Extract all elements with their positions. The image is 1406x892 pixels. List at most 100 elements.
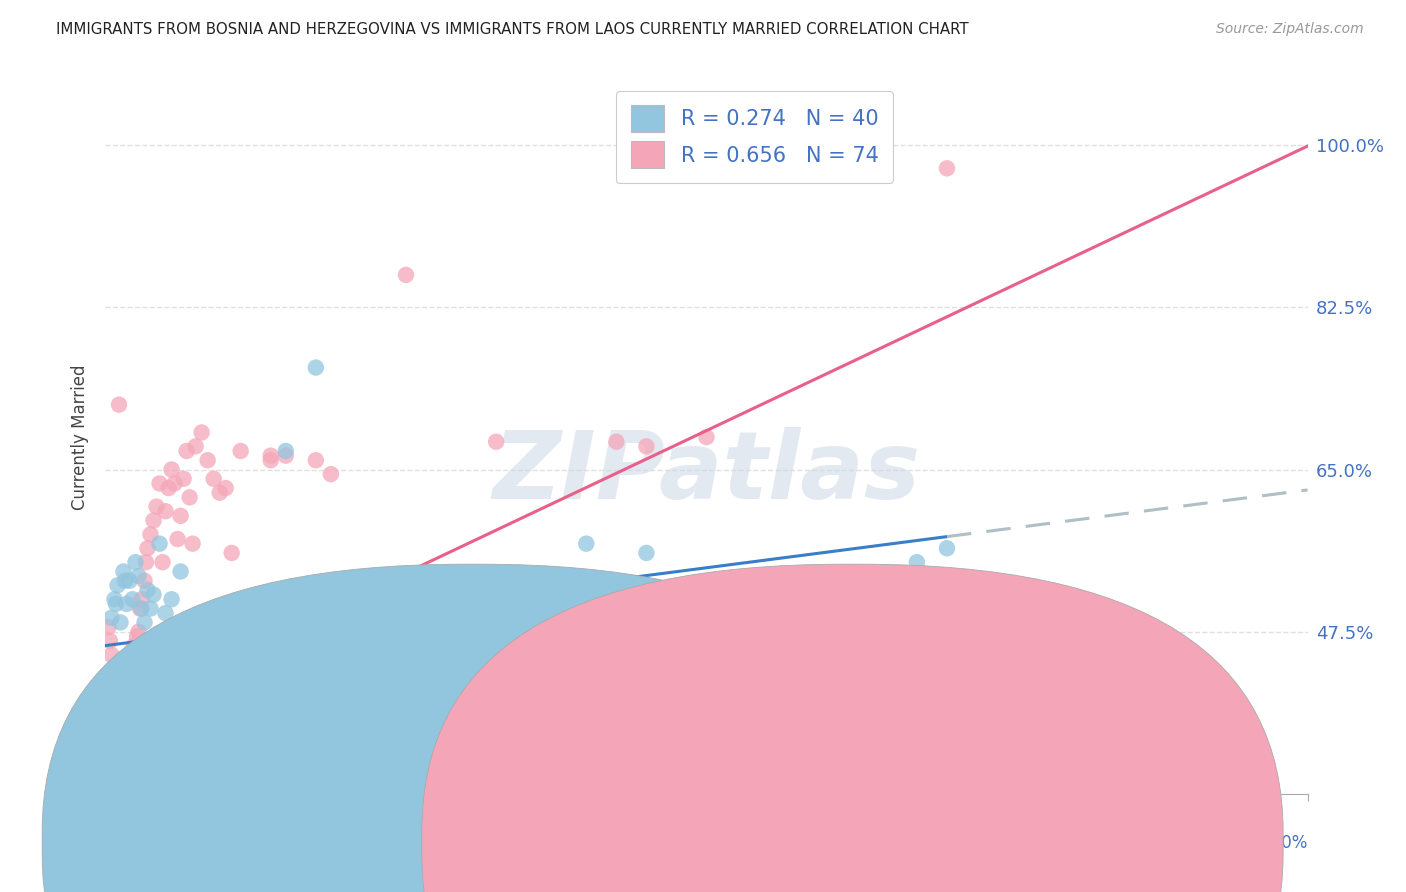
Point	[260, 453, 283, 467]
Point	[260, 449, 283, 463]
Point	[305, 360, 328, 375]
Point	[107, 685, 129, 699]
Point	[118, 574, 141, 588]
Y-axis label: Currently Married: Currently Married	[72, 364, 90, 510]
Point	[202, 472, 225, 486]
Point	[157, 481, 180, 495]
Text: IMMIGRANTS FROM BOSNIA AND HERZEGOVINA VS IMMIGRANTS FROM LAOS CURRENTLY MARRIED: IMMIGRANTS FROM BOSNIA AND HERZEGOVINA V…	[56, 22, 969, 37]
Point	[665, 615, 688, 630]
Point	[155, 606, 177, 620]
Point	[876, 717, 898, 731]
Point	[696, 430, 718, 444]
Point	[115, 597, 138, 611]
Point	[245, 624, 267, 639]
Point	[335, 620, 357, 634]
Point	[696, 624, 718, 639]
Point	[128, 624, 150, 639]
Point	[605, 434, 627, 449]
Point	[274, 444, 297, 458]
Point	[97, 620, 120, 634]
Point	[129, 601, 152, 615]
Point	[111, 708, 134, 723]
Point	[485, 434, 508, 449]
Point	[142, 514, 165, 528]
Point	[350, 620, 373, 634]
Point	[181, 536, 204, 550]
Point	[134, 615, 156, 630]
Point	[190, 662, 212, 676]
Point	[166, 532, 188, 546]
Point	[128, 569, 150, 583]
Point	[335, 624, 357, 639]
Point	[173, 472, 195, 486]
Point	[101, 666, 124, 681]
Point	[229, 643, 252, 657]
Point	[319, 467, 342, 482]
Point	[124, 643, 146, 657]
Point	[190, 425, 212, 440]
Point	[921, 740, 943, 755]
Point	[184, 439, 207, 453]
Point	[274, 449, 297, 463]
Point	[425, 624, 447, 639]
Point	[160, 592, 183, 607]
Point	[364, 624, 387, 639]
Point	[125, 629, 148, 643]
Text: 0.0%: 0.0%	[105, 834, 148, 852]
Point	[131, 592, 153, 607]
Point	[290, 620, 312, 634]
Point	[755, 648, 778, 662]
Point	[110, 690, 132, 704]
Point	[179, 657, 201, 672]
Point	[112, 565, 135, 579]
Point	[103, 671, 125, 685]
Point	[380, 620, 402, 634]
Point	[122, 639, 145, 653]
Point	[107, 578, 129, 592]
Point	[221, 546, 243, 560]
Point	[103, 592, 125, 607]
Point	[179, 491, 201, 505]
Point	[139, 601, 162, 615]
Text: ZIPatlas: ZIPatlas	[492, 426, 921, 519]
Point	[142, 588, 165, 602]
Point	[98, 634, 121, 648]
Point	[229, 444, 252, 458]
Point	[135, 555, 157, 569]
Point	[117, 657, 139, 672]
Point	[110, 615, 132, 630]
Point	[845, 731, 868, 746]
Point	[100, 648, 122, 662]
Text: 40.0%: 40.0%	[1256, 834, 1308, 852]
Text: Immigrants from Laos: Immigrants from Laos	[863, 836, 1040, 850]
Point	[208, 485, 231, 500]
Point	[786, 685, 808, 699]
Point	[425, 671, 447, 685]
Point	[104, 597, 127, 611]
Point	[131, 601, 153, 615]
Point	[305, 453, 328, 467]
Point	[755, 703, 778, 717]
Point	[208, 639, 231, 653]
Point	[155, 504, 177, 518]
Point	[148, 536, 170, 550]
Point	[118, 666, 141, 681]
Point	[100, 611, 122, 625]
Point	[905, 555, 928, 569]
Point	[197, 453, 219, 467]
Point	[139, 527, 162, 541]
Point	[152, 555, 174, 569]
Point	[546, 620, 568, 634]
Point	[485, 629, 508, 643]
Point	[115, 662, 138, 676]
Point	[136, 582, 159, 597]
Point	[114, 694, 136, 708]
Point	[136, 541, 159, 556]
Point	[364, 615, 387, 630]
Text: Source: ZipAtlas.com: Source: ZipAtlas.com	[1216, 22, 1364, 37]
Point	[636, 439, 658, 453]
Point	[546, 620, 568, 634]
Legend: R = 0.274   N = 40, R = 0.656   N = 74: R = 0.274 N = 40, R = 0.656 N = 74	[616, 91, 893, 183]
Point	[176, 444, 198, 458]
Point	[160, 462, 183, 476]
